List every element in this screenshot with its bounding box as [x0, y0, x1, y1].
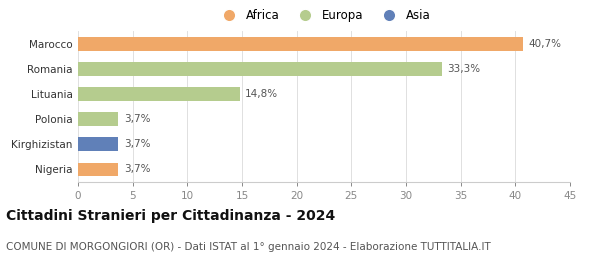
Text: 40,7%: 40,7% — [529, 39, 562, 49]
Text: 3,7%: 3,7% — [124, 139, 151, 149]
Legend: Africa, Europa, Asia: Africa, Europa, Asia — [212, 4, 436, 26]
Text: 3,7%: 3,7% — [124, 114, 151, 124]
Bar — [78, 112, 118, 126]
Bar — [78, 62, 442, 76]
Text: 33,3%: 33,3% — [448, 64, 481, 74]
Bar — [78, 37, 523, 51]
Text: COMUNE DI MORGONGIORI (OR) - Dati ISTAT al 1° gennaio 2024 - Elaborazione TUTTIT: COMUNE DI MORGONGIORI (OR) - Dati ISTAT … — [6, 242, 491, 252]
Text: 14,8%: 14,8% — [245, 89, 278, 99]
Bar — [78, 162, 118, 176]
Text: 3,7%: 3,7% — [124, 164, 151, 174]
Bar — [78, 87, 240, 101]
Text: Cittadini Stranieri per Cittadinanza - 2024: Cittadini Stranieri per Cittadinanza - 2… — [6, 209, 335, 223]
Bar — [78, 137, 118, 151]
